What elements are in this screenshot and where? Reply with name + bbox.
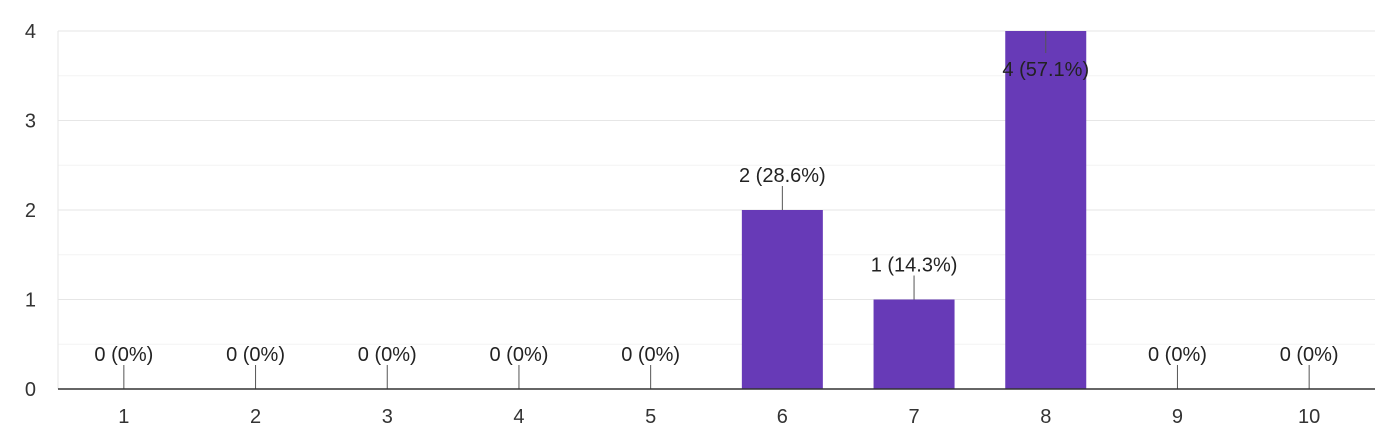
x-tick-label: 5	[645, 406, 656, 428]
bars	[741, 31, 1087, 389]
x-tick-label: 3	[382, 406, 393, 428]
x-tick-label: 2	[250, 406, 261, 428]
data-labels: 0 (0%) 0 (0%) 0 (0%) 0 (0%) 0 (0%) 2 (28.6%) 1…	[94, 31, 1339, 389]
bar	[873, 299, 955, 389]
x-tick-label: 7	[908, 406, 919, 428]
x-tick-label: 8	[1040, 406, 1051, 428]
x-tick-label: 6	[777, 406, 788, 428]
bar	[741, 210, 823, 389]
y-tick-label: 0	[25, 379, 36, 401]
data-label: 0 (0%)	[621, 344, 680, 366]
grid	[57, 30, 1375, 389]
data-label: 0 (0%)	[358, 344, 417, 366]
data-label: 2 (28.6%)	[739, 165, 826, 187]
bar	[1005, 31, 1087, 389]
x-tick-label: 1	[118, 406, 129, 428]
data-label: 1 (14.3%)	[871, 255, 958, 277]
data-label: 0 (0%)	[1280, 344, 1339, 366]
y-axis: 0 1 2 3 4	[25, 21, 36, 401]
data-label: 0 (0%)	[1148, 344, 1207, 366]
x-axis: 1 2 3 4 5 6 7 8 9 10	[58, 388, 1375, 428]
data-label: 4 (57.1%)	[1002, 59, 1089, 81]
y-tick-label: 2	[25, 200, 36, 222]
x-tick-label: 4	[513, 406, 524, 428]
x-tick-label: 10	[1298, 406, 1320, 428]
y-tick-label: 1	[25, 290, 36, 312]
x-tick-label: 9	[1172, 406, 1183, 428]
y-tick-label: 4	[25, 21, 36, 43]
data-label: 0 (0%)	[489, 344, 548, 366]
data-label: 0 (0%)	[94, 344, 153, 366]
y-tick-label: 3	[25, 111, 36, 133]
data-label: 0 (0%)	[226, 344, 285, 366]
